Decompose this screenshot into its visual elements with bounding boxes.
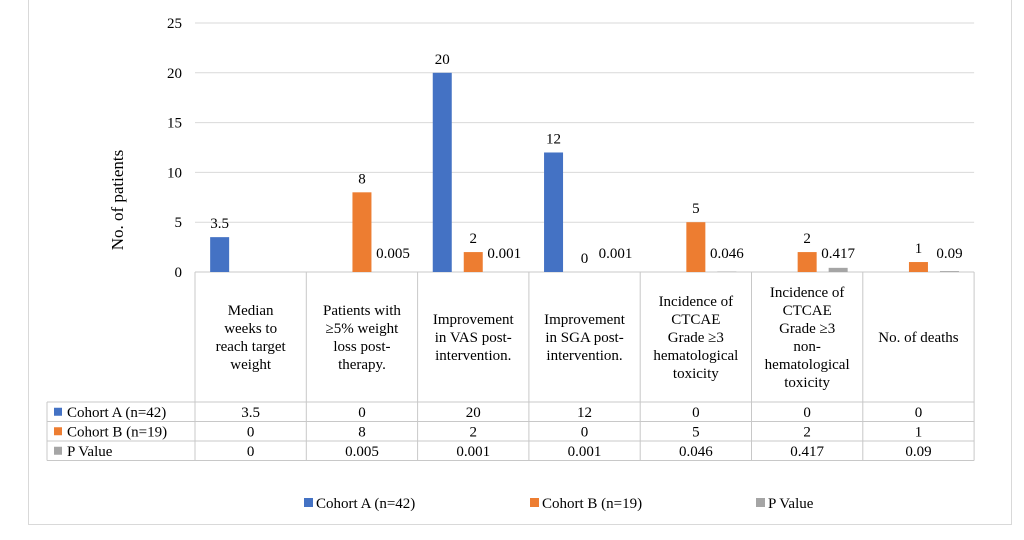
- table-cell: 12: [577, 405, 592, 421]
- category-label: Improvement: [544, 312, 626, 328]
- category-label: weeks to: [224, 321, 277, 337]
- category-label: Patients with: [323, 303, 401, 319]
- table-cell: 2: [470, 424, 478, 440]
- table-cell: 0: [581, 424, 589, 440]
- legend-swatch: [530, 498, 539, 507]
- bar: [352, 192, 372, 272]
- table-cell: 0: [915, 405, 923, 421]
- table-cell: 20: [466, 405, 481, 421]
- table-cell: 2: [803, 424, 811, 440]
- bar: [797, 252, 817, 272]
- category-label: intervention.: [546, 348, 622, 364]
- category-label: reach target: [216, 339, 287, 355]
- legend-label: Cohort A (n=42): [316, 496, 415, 512]
- table-cell: 1: [915, 424, 923, 440]
- table-cell: 3.5: [241, 405, 260, 421]
- table-cell: 0.417: [790, 444, 824, 460]
- data-label: 0.09: [936, 246, 962, 262]
- data-label: 5: [692, 201, 700, 217]
- bar: [544, 152, 564, 272]
- data-label: 8: [358, 171, 366, 187]
- data-label: 0.001: [487, 246, 521, 262]
- y-tick-label: 20: [167, 66, 182, 82]
- category-label: intervention.: [435, 348, 511, 364]
- category-label: ≥5% weight: [326, 321, 400, 337]
- category-label: loss post-: [333, 339, 390, 355]
- category-label: No. of deaths: [878, 330, 959, 346]
- category-label: hematological: [765, 357, 850, 373]
- category-label: CTCAE: [671, 312, 720, 328]
- category-label: Incidence of: [770, 285, 845, 301]
- y-tick-label: 0: [175, 265, 183, 281]
- data-label: 2: [470, 231, 478, 247]
- legend-key: [54, 446, 62, 455]
- legend-swatch: [304, 498, 313, 507]
- bar: [463, 252, 483, 272]
- data-label: 0.046: [710, 246, 744, 262]
- bar: [686, 222, 706, 272]
- table-cell: 0.001: [456, 444, 490, 460]
- category-label: hematological: [653, 348, 738, 364]
- data-label: 3.5: [210, 216, 229, 232]
- table-cell: 8: [358, 424, 366, 440]
- category-label: toxicity: [784, 375, 830, 391]
- table-cell: 0: [358, 405, 366, 421]
- category-label: in VAS post-: [435, 330, 512, 346]
- category-label: Incidence of: [659, 294, 734, 310]
- table-cell: 0.005: [345, 444, 379, 460]
- y-tick-label: 15: [167, 116, 182, 132]
- y-tick-label: 5: [175, 215, 183, 231]
- data-label: 20: [435, 52, 450, 68]
- category-label: Median: [228, 303, 274, 319]
- table-cell: 5: [692, 424, 700, 440]
- table-cell: 0.001: [568, 444, 602, 460]
- category-label: toxicity: [673, 366, 719, 382]
- data-label: 0.001: [599, 246, 633, 262]
- legend-label: Cohort B (n=19): [542, 496, 642, 512]
- category-label: in SGA post-: [545, 330, 623, 346]
- data-label: 2: [803, 231, 811, 247]
- legend-key: [54, 407, 62, 416]
- table-cell: 0: [803, 405, 811, 421]
- category-label: weight: [230, 357, 272, 373]
- data-label: 0: [581, 251, 589, 267]
- legend-key: [54, 427, 62, 436]
- bar: [432, 72, 452, 272]
- category-label: non-: [793, 339, 821, 355]
- legend-label: P Value: [768, 496, 814, 512]
- table-cell: 0: [247, 444, 255, 460]
- y-tick-label: 10: [167, 165, 182, 181]
- table-cell: 0.046: [679, 444, 713, 460]
- category-label: CTCAE: [783, 303, 832, 319]
- data-label: 12: [546, 131, 561, 147]
- bar: [908, 262, 928, 272]
- y-axis-label: No. of patients: [108, 150, 127, 251]
- chart-frame: [28, 0, 1012, 525]
- category-label: therapy.: [338, 357, 386, 373]
- category-label: Improvement: [433, 312, 515, 328]
- legend-swatch: [756, 498, 765, 507]
- series-name: P Value: [67, 444, 113, 460]
- data-label: 0.417: [821, 246, 855, 262]
- table-cell: 0.09: [905, 444, 931, 460]
- y-tick-label: 25: [167, 16, 182, 32]
- series-name: Cohort B (n=19): [67, 424, 167, 440]
- category-label: Grade ≥3: [779, 321, 835, 337]
- bar: [828, 267, 848, 272]
- category-label: Grade ≥3: [668, 330, 724, 346]
- bar: [939, 271, 959, 272]
- table-cell: 0: [247, 424, 255, 440]
- data-label: 1: [915, 241, 923, 257]
- series-name: Cohort A (n=42): [67, 405, 166, 421]
- table-cell: 0: [692, 405, 700, 421]
- data-label: 0.005: [376, 246, 410, 262]
- bar: [210, 237, 230, 272]
